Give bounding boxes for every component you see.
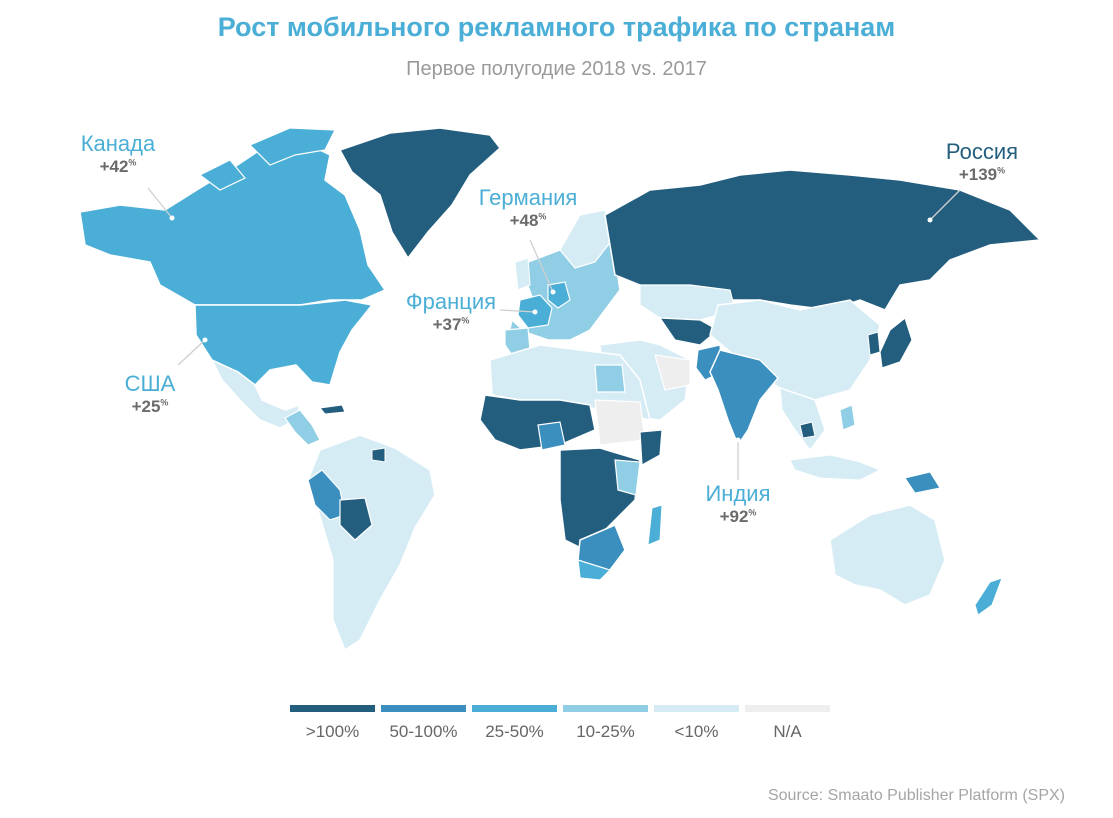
legend-label-25-50: 25-50%: [485, 722, 544, 741]
legend-label-under-10: <10%: [674, 722, 719, 741]
region-china: [709, 299, 881, 401]
region-egypt: [594, 364, 626, 393]
legend-item-10-25: 10-25%: [563, 705, 648, 742]
callout-india-name: Индия: [705, 481, 771, 506]
leader-germany: [529, 239, 554, 293]
legend-item-25-50: 25-50%: [472, 705, 557, 742]
region-horn-africa: [639, 429, 663, 466]
region-south-america: [307, 434, 436, 652]
region-new-zealand: [974, 577, 1003, 616]
legend-swatch-na: [745, 705, 830, 712]
leader-usa: [177, 339, 206, 366]
region-east-africa: [614, 459, 641, 496]
callout-russia-value: +139%: [958, 165, 1006, 185]
legend-swatch-10-25: [563, 705, 648, 712]
region-south-africa: [577, 559, 612, 581]
callout-india: Индия +92%: [692, 481, 784, 527]
region-central-america: [284, 409, 321, 446]
source-note: Source: Smaato Publisher Platform (SPX): [767, 787, 1065, 804]
region-india: [709, 349, 780, 447]
region-bolivia: [339, 497, 373, 541]
region-west-africa: [479, 394, 596, 451]
region-central-asia: [658, 317, 720, 346]
legend-item-na: N/A: [745, 705, 830, 742]
region-cambodia: [799, 421, 816, 439]
pin-russia: [927, 217, 933, 223]
map-title: Рост мобильного рекламного трафика по ст…: [217, 12, 896, 42]
legend-label-na: N/A: [773, 722, 802, 741]
legend-item-under-10: <10%: [654, 705, 739, 742]
region-madagascar: [647, 504, 663, 546]
region-australia: [829, 504, 946, 606]
region-uk: [514, 257, 531, 291]
leader-france: [499, 309, 536, 313]
pin-india: [735, 437, 741, 443]
callout-france-value: +37%: [432, 315, 470, 335]
region-philippines: [839, 404, 856, 431]
legend-label-over-100: >100%: [305, 722, 360, 741]
legend-swatch-under-10: [654, 705, 739, 712]
leader-russia: [929, 189, 961, 221]
pin-usa: [202, 337, 208, 343]
pin-canada: [169, 215, 175, 221]
callout-russia-name: Россия: [945, 139, 1019, 164]
region-saudi-na: [654, 354, 691, 391]
region-germany: [547, 281, 571, 309]
region-greenland: [338, 127, 502, 260]
region-indonesia: [789, 454, 882, 481]
legend-label-50-100: 50-100%: [389, 722, 458, 741]
callout-canada: Канада +42%: [72, 131, 164, 177]
region-japan: [879, 316, 913, 369]
callout-germany-value: +48%: [509, 211, 547, 231]
callout-india-value: +92%: [719, 507, 757, 527]
legend-label-10-25: 10-25%: [576, 722, 635, 741]
legend-item-over-100: >100%: [290, 705, 375, 742]
callout-france-name: Франция: [405, 289, 497, 314]
region-nigeria: [537, 421, 566, 451]
callout-canada-value: +42%: [99, 157, 137, 177]
callout-usa-value: +25%: [131, 397, 169, 417]
legend-swatch-over-100: [290, 705, 375, 712]
region-sudan-na: [594, 399, 646, 446]
callout-canada-name: Канада: [80, 131, 156, 156]
map-subtitle: Первое полугодие 2018 vs. 2017: [406, 58, 707, 80]
pin-germany: [550, 289, 556, 295]
callout-germany-name: Германия: [478, 185, 578, 210]
legend-swatch-25-50: [472, 705, 557, 712]
callout-usa-name: США: [124, 371, 176, 396]
region-canada-islands: [198, 127, 336, 191]
pin-france: [532, 309, 538, 315]
legend-swatch-50-100: [381, 705, 466, 712]
callout-france: Франция +37%: [395, 289, 507, 335]
callout-usa: США +25%: [110, 371, 190, 417]
callout-germany: Германия +48%: [468, 185, 588, 231]
callout-russia: Россия +139%: [930, 139, 1034, 185]
region-korea: [867, 331, 881, 356]
region-papua: [904, 471, 941, 494]
region-guyana: [371, 447, 386, 463]
legend-item-50-100: 50-100%: [381, 705, 466, 742]
leader-canada: [147, 187, 173, 219]
legend: >100% 50-100% 25-50% 10-25% <10% N/A: [290, 705, 836, 742]
region-cuba: [319, 404, 346, 415]
